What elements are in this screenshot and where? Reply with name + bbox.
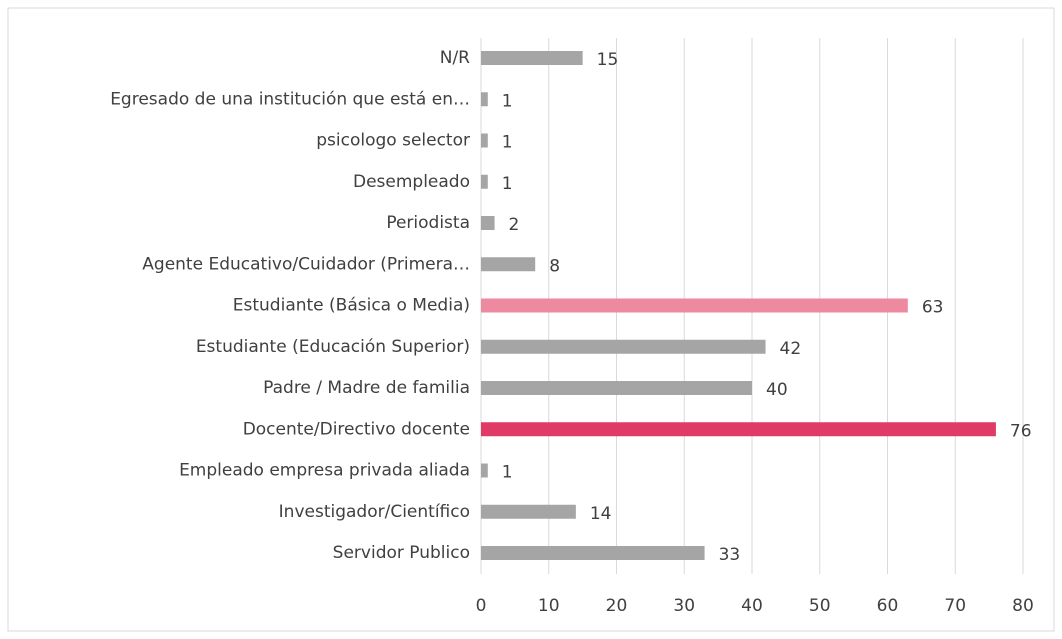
value-label: 76 [1010,421,1032,441]
y-tick-label: Estudiante (Educación Superior) [196,337,470,357]
bar [481,381,752,395]
value-label: 14 [590,504,612,524]
x-tick-label: 10 [538,596,560,616]
x-tick-label: 30 [673,596,695,616]
bar [481,298,908,313]
bar [481,92,488,107]
value-label: 15 [597,50,619,70]
y-tick-label: Padre / Madre de familia [263,378,470,398]
y-tick-label: Desempleado [353,172,470,192]
y-tick-label: N/R [440,48,470,68]
y-tick-label: Estudiante (Básica o Media) [233,296,470,316]
x-tick-label: 50 [809,596,831,616]
x-tick-label: 70 [944,596,966,616]
y-tick-label: psicologo selector [316,131,470,151]
x-tick-label: 0 [476,596,487,616]
y-tick-label: Servidor Publico [333,543,470,563]
value-label: 33 [719,545,741,565]
x-tick-label: 40 [741,596,763,616]
value-label: 40 [766,380,788,400]
value-label: 42 [780,339,802,359]
value-label: 8 [549,256,560,276]
x-tick-label: 80 [1012,596,1034,616]
value-label: 1 [502,463,513,483]
bar [481,546,705,560]
x-tick-label: 60 [877,596,899,616]
bar [481,133,488,148]
bar [481,257,536,272]
y-tick-label: Investigador/Científico [279,502,470,522]
x-tick-label: 20 [606,596,628,616]
value-label: 63 [922,298,944,318]
bar [481,174,488,189]
value-label: 1 [502,174,513,194]
y-tick-label: Empleado empresa privada aliada [179,461,470,481]
y-tick-label: Docente/Directivo docente [243,419,470,439]
y-tick-label: Egresado de una institución que está en… [110,89,470,109]
y-tick-label: Agente Educativo/Cuidador (Primera… [142,254,470,274]
chart-frame [7,7,1055,632]
bar [481,422,996,437]
value-label: 2 [509,215,520,235]
bar [481,504,576,519]
bar [481,216,495,230]
y-tick-label: Periodista [386,213,470,233]
value-label: 1 [502,91,513,111]
bar [481,463,488,478]
bar [481,51,583,65]
bar [481,339,766,354]
value-label: 1 [502,133,513,153]
